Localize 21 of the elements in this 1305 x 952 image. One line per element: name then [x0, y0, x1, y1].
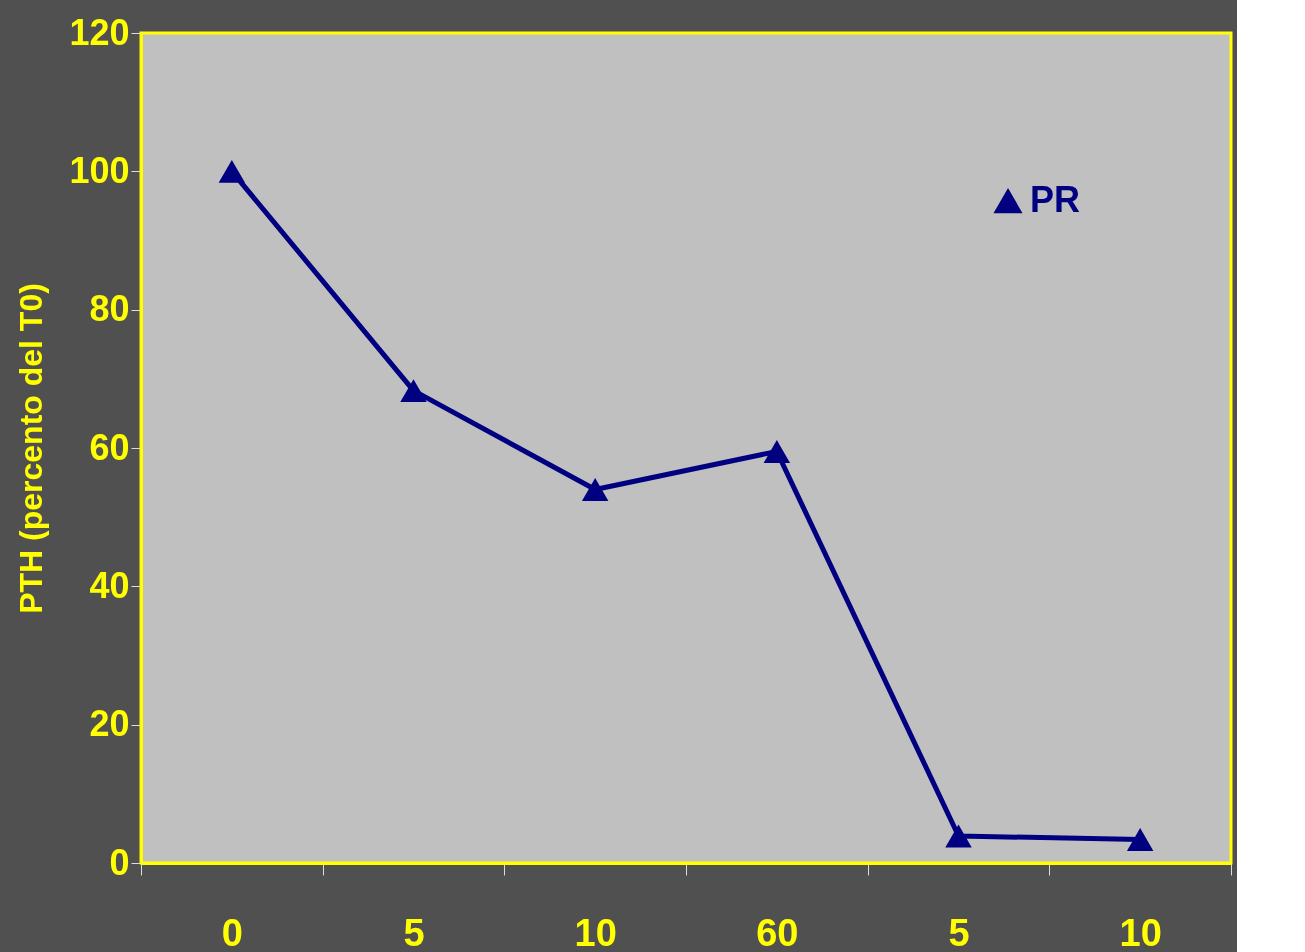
point	[581, 478, 609, 501]
y-tick-label: 20	[89, 703, 130, 745]
x-tick-label: 5	[403, 911, 425, 952]
point	[1126, 828, 1154, 851]
point	[763, 440, 791, 463]
x-tick-label: 0	[221, 911, 243, 952]
y-tick-label: 40	[89, 564, 130, 606]
y-tick-label: 0	[109, 841, 130, 883]
y-tick-label: 100	[69, 149, 130, 191]
point	[218, 159, 246, 183]
point	[945, 824, 972, 848]
x-tick-label: 10	[574, 911, 617, 952]
x-tick-label: 60	[756, 911, 799, 952]
y-tick-label: 80	[89, 288, 130, 330]
x-tick-label: 10	[1119, 911, 1162, 952]
y-axis-title: PTH (percento del T0)	[13, 283, 50, 614]
x-tick-label: 5	[948, 911, 970, 952]
legend-label: PR	[1030, 179, 1081, 220]
y-tick-label: 60	[89, 426, 130, 468]
point	[400, 379, 427, 403]
y-tick-label: 120	[69, 11, 130, 53]
